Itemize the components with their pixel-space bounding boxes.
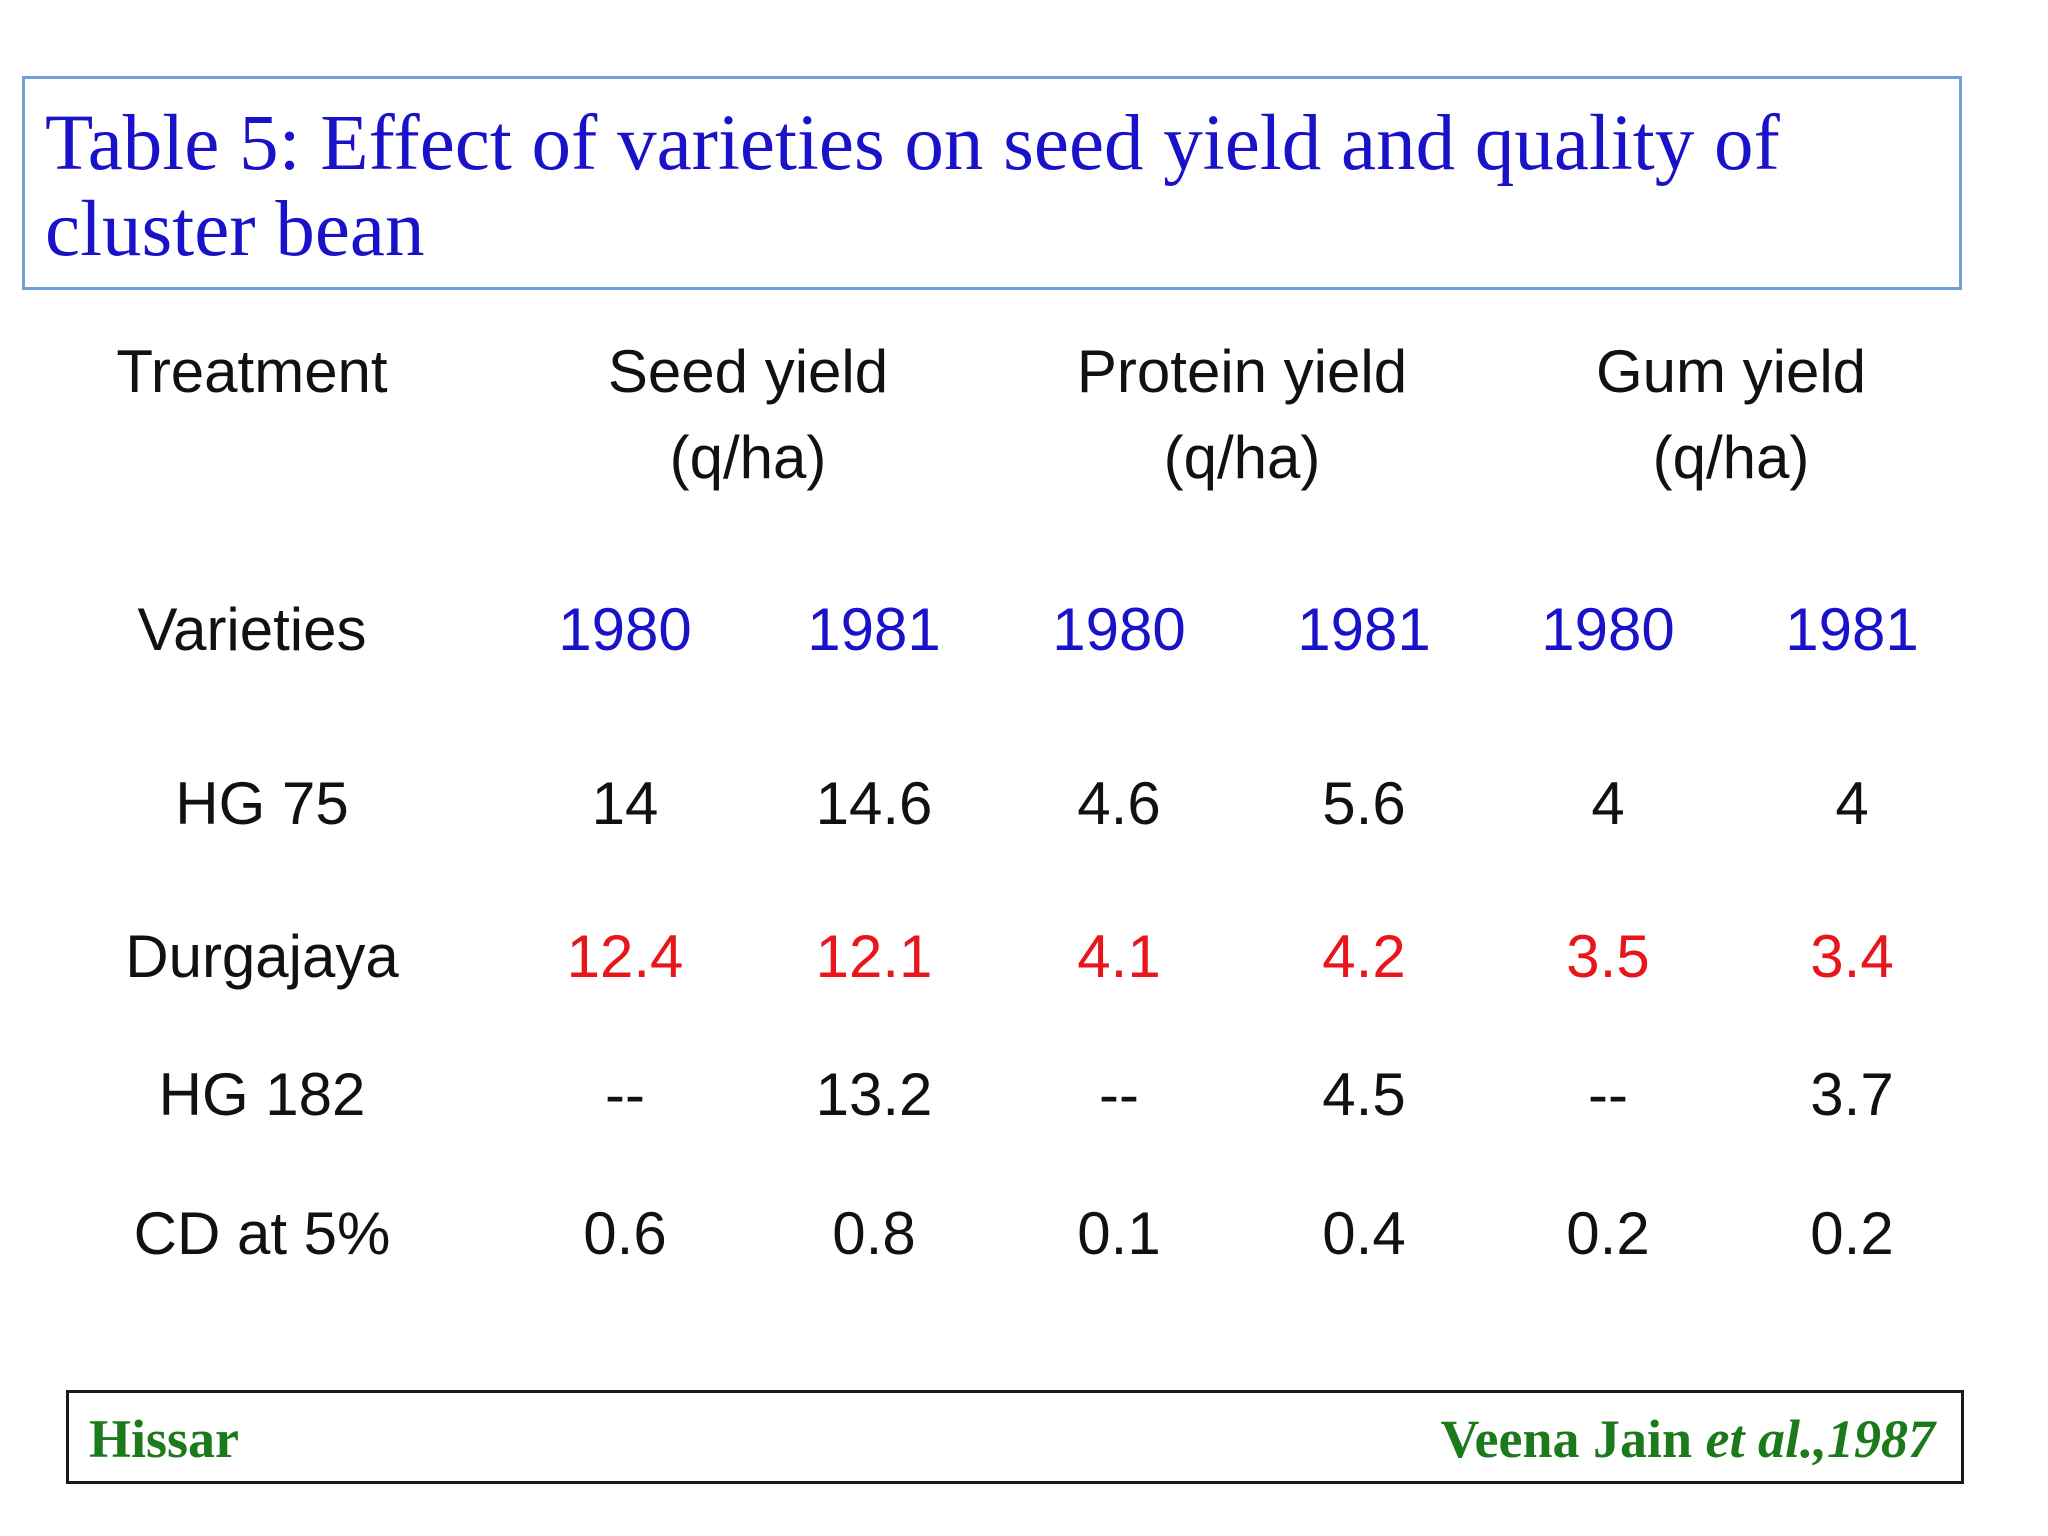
footer-location: Hissar bbox=[89, 1409, 240, 1469]
table-cell: 14 bbox=[591, 770, 659, 837]
header-gum-yield-label: Gum yield bbox=[1595, 338, 1867, 405]
header-protein-yield-unit: (q/ha) bbox=[1163, 424, 1321, 491]
table-cell: -- bbox=[1099, 1061, 1139, 1128]
table-cell: 0.2 bbox=[1566, 1200, 1650, 1267]
row-label-durgajaya: Durgajaya bbox=[125, 923, 399, 990]
title-box: Table 5: Effect of varieties on seed yie… bbox=[22, 76, 1962, 290]
slide-title: Table 5: Effect of varieties on seed yie… bbox=[45, 100, 1780, 273]
year-gum-1981: 1981 bbox=[1785, 596, 1919, 663]
table-cell-highlight: 3.4 bbox=[1810, 923, 1894, 990]
header-seed-yield: Seed yield (q/ha) bbox=[608, 329, 888, 501]
table-cell: 5.6 bbox=[1322, 770, 1406, 837]
row-label-hg-182: HG 182 bbox=[158, 1061, 366, 1128]
table-cell-highlight: 4.2 bbox=[1322, 923, 1406, 990]
table-cell-highlight: 12.4 bbox=[566, 923, 684, 990]
table-cell: 4.6 bbox=[1077, 770, 1161, 837]
row-label-hg-75: HG 75 bbox=[175, 770, 349, 837]
year-protein-1981: 1981 bbox=[1297, 596, 1431, 663]
table-cell: 13.2 bbox=[815, 1061, 933, 1128]
table-cell: -- bbox=[605, 1061, 645, 1128]
table-cell-highlight: 3.5 bbox=[1566, 923, 1650, 990]
footer-citation: Veena Jain et al.,1987 bbox=[1440, 1407, 1935, 1471]
header-seed-yield-label: Seed yield bbox=[607, 338, 889, 405]
table-cell: 4.5 bbox=[1322, 1061, 1406, 1128]
row-label-varieties: Varieties bbox=[137, 596, 367, 663]
table-cell: 3.7 bbox=[1810, 1061, 1894, 1128]
year-gum-1980: 1980 bbox=[1541, 596, 1675, 663]
header-gum-yield: Gum yield (q/ha) bbox=[1596, 329, 1866, 501]
table-cell-highlight: 12.1 bbox=[815, 923, 933, 990]
header-protein-yield-label: Protein yield bbox=[1076, 338, 1408, 405]
row-label-cd-at-5: CD at 5% bbox=[133, 1200, 391, 1267]
citation-author: Veena Jain bbox=[1440, 1409, 1706, 1469]
table-cell: -- bbox=[1588, 1061, 1628, 1128]
table-cell-highlight: 4.1 bbox=[1077, 923, 1161, 990]
header-gum-yield-unit: (q/ha) bbox=[1652, 424, 1810, 491]
table-cell: 0.4 bbox=[1322, 1200, 1406, 1267]
header-treatment: Treatment bbox=[116, 338, 388, 405]
year-seed-1980: 1980 bbox=[558, 596, 692, 663]
year-seed-1981: 1981 bbox=[807, 596, 941, 663]
table-cell: 14.6 bbox=[815, 770, 933, 837]
citation-year: ,1987 bbox=[1813, 1409, 1936, 1469]
header-seed-yield-unit: (q/ha) bbox=[669, 424, 827, 491]
table-cell: 4 bbox=[1591, 770, 1625, 837]
table-cell: 0.1 bbox=[1077, 1200, 1161, 1267]
table-cell: 0.8 bbox=[832, 1200, 916, 1267]
year-protein-1980: 1980 bbox=[1052, 596, 1186, 663]
footer-box: Hissar Veena Jain et al.,1987 bbox=[66, 1390, 1964, 1484]
citation-etal: et al. bbox=[1705, 1409, 1814, 1469]
table-cell: 0.2 bbox=[1810, 1200, 1894, 1267]
table-cell: 4 bbox=[1835, 770, 1869, 837]
table-cell: 0.6 bbox=[583, 1200, 667, 1267]
header-protein-yield: Protein yield (q/ha) bbox=[1077, 329, 1407, 501]
